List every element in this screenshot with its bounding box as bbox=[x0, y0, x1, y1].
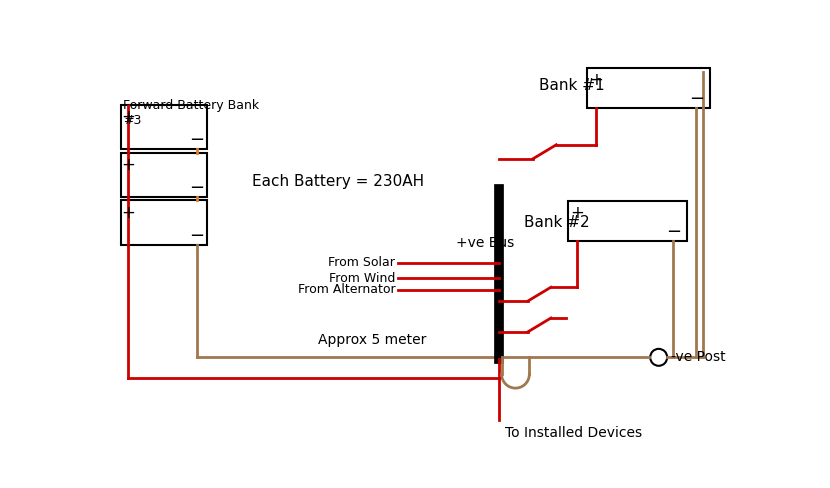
Bar bbox=[587, 68, 710, 108]
Text: −: − bbox=[689, 90, 704, 107]
Text: Bank #1: Bank #1 bbox=[539, 78, 604, 93]
Text: −: − bbox=[666, 223, 681, 241]
Text: Forward Battery Bank
#3: Forward Battery Bank #3 bbox=[123, 99, 259, 126]
Bar bbox=[121, 152, 208, 197]
Text: +: + bbox=[121, 203, 135, 222]
Text: From Alternator: From Alternator bbox=[298, 283, 395, 296]
Text: +: + bbox=[121, 108, 135, 126]
Text: −: − bbox=[189, 226, 204, 244]
Bar bbox=[121, 200, 208, 245]
Text: −: − bbox=[189, 131, 204, 149]
Text: Each Battery = 230AH: Each Battery = 230AH bbox=[252, 174, 424, 189]
Bar bbox=[121, 105, 208, 149]
Text: Approx 5 meter: Approx 5 meter bbox=[318, 332, 426, 346]
Circle shape bbox=[650, 349, 667, 366]
Text: To Installed Devices: To Installed Devices bbox=[505, 426, 642, 440]
Text: Bank #2: Bank #2 bbox=[524, 215, 589, 230]
Text: +: + bbox=[589, 71, 603, 89]
Text: From Wind: From Wind bbox=[329, 271, 395, 285]
Text: −: − bbox=[189, 179, 204, 197]
Text: -ve Post: -ve Post bbox=[671, 350, 725, 365]
Text: +: + bbox=[570, 204, 584, 223]
Text: +: + bbox=[121, 156, 135, 174]
Text: From Solar: From Solar bbox=[329, 256, 395, 269]
Bar bbox=[568, 201, 687, 241]
Text: +ve Bus: +ve Bus bbox=[457, 236, 515, 250]
